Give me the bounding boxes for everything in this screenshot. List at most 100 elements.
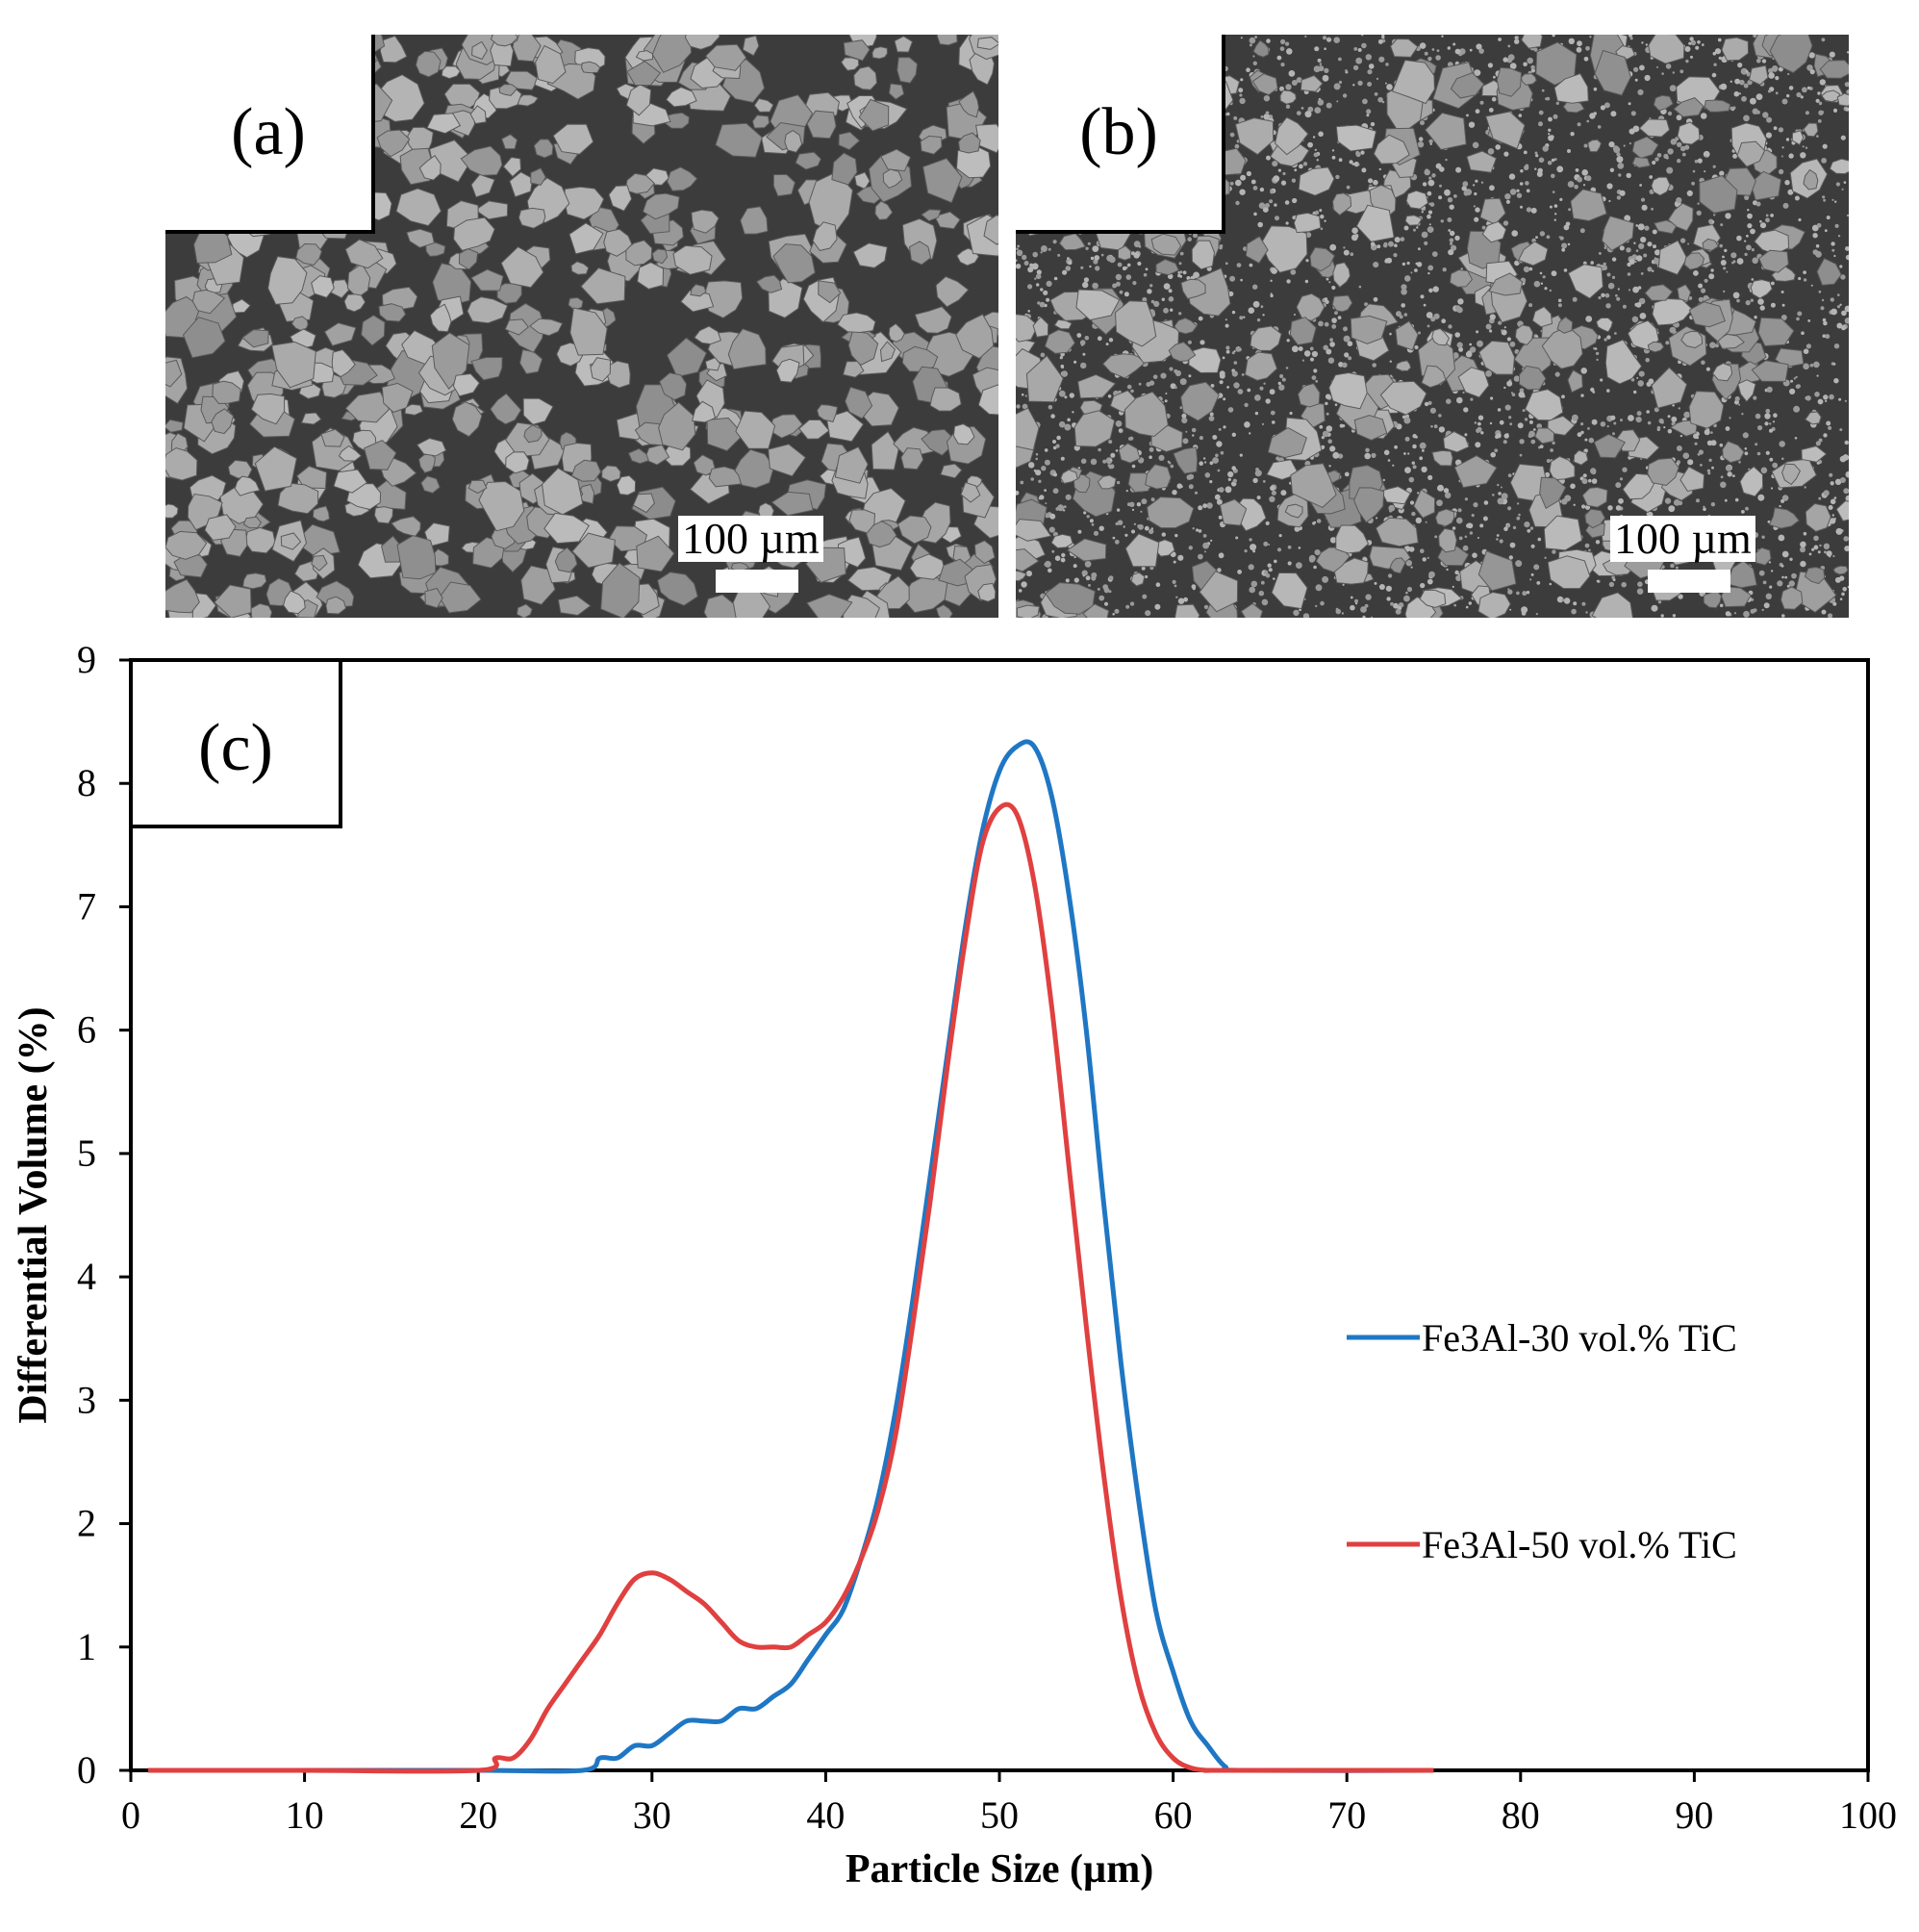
fine-particle <box>1350 596 1353 599</box>
powder-particle <box>504 318 529 336</box>
powder-particle <box>530 167 546 186</box>
fine-particle <box>1131 508 1135 511</box>
fine-particle <box>1400 237 1405 242</box>
fine-particle <box>1477 415 1484 420</box>
fine-particle <box>1611 575 1615 580</box>
fine-particle <box>1585 45 1590 51</box>
fine-particle <box>1115 449 1119 452</box>
powder-particle <box>470 357 503 381</box>
fine-particle <box>1837 235 1841 238</box>
fine-particle <box>1168 461 1172 465</box>
fine-particle <box>1427 179 1435 187</box>
powder-particle <box>768 444 807 477</box>
fine-particle <box>1421 466 1427 473</box>
powder-particle <box>571 532 616 569</box>
fine-particle <box>1724 498 1728 502</box>
fine-particle <box>1551 173 1555 179</box>
fine-particle <box>1818 496 1822 500</box>
fine-particle <box>1059 356 1063 360</box>
fine-particle <box>1285 84 1292 90</box>
powder-particle <box>831 152 858 186</box>
fine-particle <box>1143 272 1148 277</box>
fine-particle <box>1591 478 1598 484</box>
fine-particle <box>1741 510 1745 514</box>
fine-particle <box>1530 64 1535 70</box>
fine-particle <box>1320 600 1325 606</box>
fine-particle <box>1457 298 1464 305</box>
fine-particle <box>1803 270 1806 274</box>
fine-particle <box>1742 432 1749 439</box>
fine-particle <box>1233 361 1238 365</box>
fine-particle <box>1770 214 1774 217</box>
fine-particle <box>1809 363 1814 368</box>
fine-particle <box>1528 433 1532 439</box>
fine-particle <box>1766 386 1773 393</box>
powder-particle <box>608 185 633 212</box>
fine-particle <box>1038 479 1042 483</box>
fine-particle <box>1755 93 1763 100</box>
fine-particle <box>1763 602 1770 609</box>
powder-particle <box>407 126 434 154</box>
fine-particle <box>1133 252 1140 259</box>
fine-particle <box>1384 82 1388 85</box>
powder-particle <box>920 135 943 155</box>
fine-particle <box>1271 267 1277 274</box>
fine-particle <box>1753 608 1757 613</box>
fine-particle <box>1144 525 1149 531</box>
powder-particle <box>1652 297 1694 326</box>
fine-particle <box>1846 51 1849 54</box>
fine-particle <box>1629 128 1635 135</box>
fine-particle <box>1040 251 1043 254</box>
fine-particle <box>1740 67 1748 75</box>
fine-particle <box>1803 278 1807 282</box>
fine-particle <box>1641 204 1648 211</box>
fine-particle <box>1778 168 1784 175</box>
fine-particle <box>1499 539 1503 544</box>
powder-particle <box>772 173 796 197</box>
fine-particle <box>1813 545 1819 550</box>
powder-particle <box>1279 89 1297 105</box>
fine-particle <box>1422 557 1427 562</box>
fine-particle <box>1747 213 1753 219</box>
fine-particle <box>1052 240 1057 244</box>
powder-particle <box>755 274 783 293</box>
fine-particle <box>1720 481 1727 489</box>
fine-particle <box>1489 314 1496 320</box>
fine-particle <box>1138 244 1142 248</box>
fine-particle <box>1270 279 1273 282</box>
fine-particle <box>1265 398 1271 404</box>
powder-particle <box>1058 233 1087 251</box>
fine-particle <box>1844 82 1849 88</box>
fine-particle <box>1250 179 1256 185</box>
fine-particle <box>1574 184 1578 190</box>
fine-particle <box>1276 55 1282 61</box>
powder-particle <box>1518 365 1547 391</box>
fine-particle <box>1424 401 1429 407</box>
fine-particle <box>1403 313 1408 317</box>
fine-particle <box>1238 88 1244 93</box>
fine-particle <box>1636 376 1639 379</box>
fine-particle <box>1053 276 1058 281</box>
fine-particle <box>1739 79 1745 86</box>
fine-particle <box>1225 486 1232 494</box>
fine-particle <box>1509 341 1516 347</box>
fine-particle <box>1684 46 1691 52</box>
fine-particle <box>1522 409 1526 413</box>
fine-particle <box>1073 360 1077 364</box>
fine-particle <box>1520 169 1524 173</box>
fine-particle <box>1030 477 1034 481</box>
fine-particle <box>1766 116 1773 123</box>
fine-particle <box>1711 220 1715 223</box>
fine-particle <box>1209 480 1213 484</box>
fine-particle <box>1580 368 1587 374</box>
fine-particle <box>1507 589 1513 595</box>
fine-particle <box>1286 48 1293 55</box>
fine-particle <box>1667 111 1673 116</box>
fine-particle <box>1464 497 1468 501</box>
powder-particle <box>470 173 495 198</box>
fine-particle <box>1733 90 1740 97</box>
fine-particle <box>1350 604 1355 611</box>
fine-particle <box>1723 267 1727 270</box>
powder-particle <box>182 317 226 359</box>
fine-particle <box>1405 591 1408 595</box>
